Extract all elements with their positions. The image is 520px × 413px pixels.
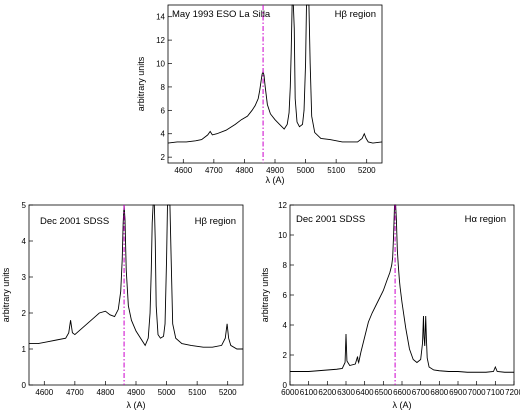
y-tick-label: 14 xyxy=(156,13,165,22)
x-tick-label: 5000 xyxy=(297,166,315,175)
y-tick-label: 8 xyxy=(161,83,166,92)
x-tick-label: 6000 xyxy=(281,388,299,397)
panel-right-annotation: Hβ region xyxy=(195,216,236,227)
axis-ticks: 4600 4700 4800 4900 5000 5100 5200 2 4 6 8 10 12 14 xyxy=(156,13,376,175)
axis-ticks: 6000 6100 6200 6300 6400 6500 6600 6700 6800 6900… xyxy=(278,201,520,397)
y-axis-label: arbitrary units xyxy=(1,267,11,322)
x-tick-label: 6600 xyxy=(393,388,411,397)
spectrum-line xyxy=(29,204,243,350)
plot-frame xyxy=(28,204,244,386)
x-tick-label: 6300 xyxy=(337,388,355,397)
y-tick-label: 10 xyxy=(278,231,287,240)
x-tick-label: 4900 xyxy=(266,166,284,175)
x-tick-label: 4700 xyxy=(66,388,84,397)
panel-left-annotation: May 1993 ESO La Silla xyxy=(172,9,271,20)
x-tick-label: 4800 xyxy=(236,166,254,175)
panel-left-annotation: Dec 2001 SDSS xyxy=(296,214,365,225)
x-tick-label: 5000 xyxy=(158,388,176,397)
y-tick-label: 1 xyxy=(22,345,27,354)
y-tick-label: 2 xyxy=(161,153,166,162)
x-tick-label: 5200 xyxy=(219,388,237,397)
y-tick-label: 5 xyxy=(22,201,27,210)
y-tick-label: 0 xyxy=(22,381,27,390)
y-tick-label: 6 xyxy=(161,106,166,115)
panel-bottom-right-halpha-2001: 6000 6100 6200 6300 6400 6500 6600 6700 6800 6900… xyxy=(260,201,520,410)
x-tick-label: 4700 xyxy=(205,166,223,175)
y-tick-label: 3 xyxy=(22,273,27,282)
x-tick-label: 4800 xyxy=(97,388,115,397)
x-tick-label: 7100 xyxy=(486,388,504,397)
x-axis-label: λ (A) xyxy=(266,175,285,185)
panel-top-hbeta-1993: 4600 4700 4800 4900 5000 5100 5200 2 4 6 8 10 12 14 M… xyxy=(136,4,383,185)
x-tick-label: 4900 xyxy=(127,388,145,397)
y-tick-label: 12 xyxy=(278,201,287,210)
x-tick-label: 4600 xyxy=(174,166,192,175)
x-tick-label: 6700 xyxy=(412,388,430,397)
y-axis-label: arbitrary units xyxy=(136,56,146,111)
panel-left-annotation: Dec 2001 SDSS xyxy=(40,216,109,227)
x-axis-label: λ (A) xyxy=(127,400,146,410)
y-tick-label: 8 xyxy=(283,261,288,270)
panel-right-annotation: Hβ region xyxy=(335,9,376,20)
x-tick-label: 6200 xyxy=(318,388,336,397)
x-tick-label: 6400 xyxy=(356,388,374,397)
x-tick-label: 6800 xyxy=(430,388,448,397)
panel-right-annotation: Hα region xyxy=(465,214,506,225)
axis-ticks: 4600 4700 4800 4900 5000 5100 5200 0 1 2 3 4 5 xyxy=(22,201,238,397)
x-tick-label: 5100 xyxy=(188,388,206,397)
x-axis-label: λ (A) xyxy=(393,400,412,410)
y-tick-label: 12 xyxy=(156,36,165,45)
spectrum-line xyxy=(167,4,383,144)
x-tick-label: 6100 xyxy=(300,388,318,397)
y-tick-label: 2 xyxy=(283,351,288,360)
x-tick-label: 5200 xyxy=(358,166,376,175)
panel-bottom-left-hbeta-2001: 4600 4700 4800 4900 5000 5100 5200 0 1 2 3 4 5 Dec 2… xyxy=(1,201,244,410)
y-tick-label: 4 xyxy=(22,237,27,246)
x-tick-label: 6500 xyxy=(374,388,392,397)
y-tick-label: 2 xyxy=(22,309,27,318)
y-tick-label: 10 xyxy=(156,60,165,69)
x-tick-label: 6900 xyxy=(449,388,467,397)
y-tick-label: 0 xyxy=(283,381,288,390)
y-tick-label: 4 xyxy=(283,321,288,330)
x-tick-label: 4600 xyxy=(35,388,53,397)
plot-frame xyxy=(289,204,515,386)
y-tick-label: 6 xyxy=(283,291,288,300)
x-tick-label: 7000 xyxy=(468,388,486,397)
spectrum-line xyxy=(290,204,514,373)
y-axis-label: arbitrary units xyxy=(260,267,270,322)
plot-frame xyxy=(167,4,383,164)
x-tick-label: 5100 xyxy=(327,166,345,175)
y-tick-label: 4 xyxy=(161,130,166,139)
